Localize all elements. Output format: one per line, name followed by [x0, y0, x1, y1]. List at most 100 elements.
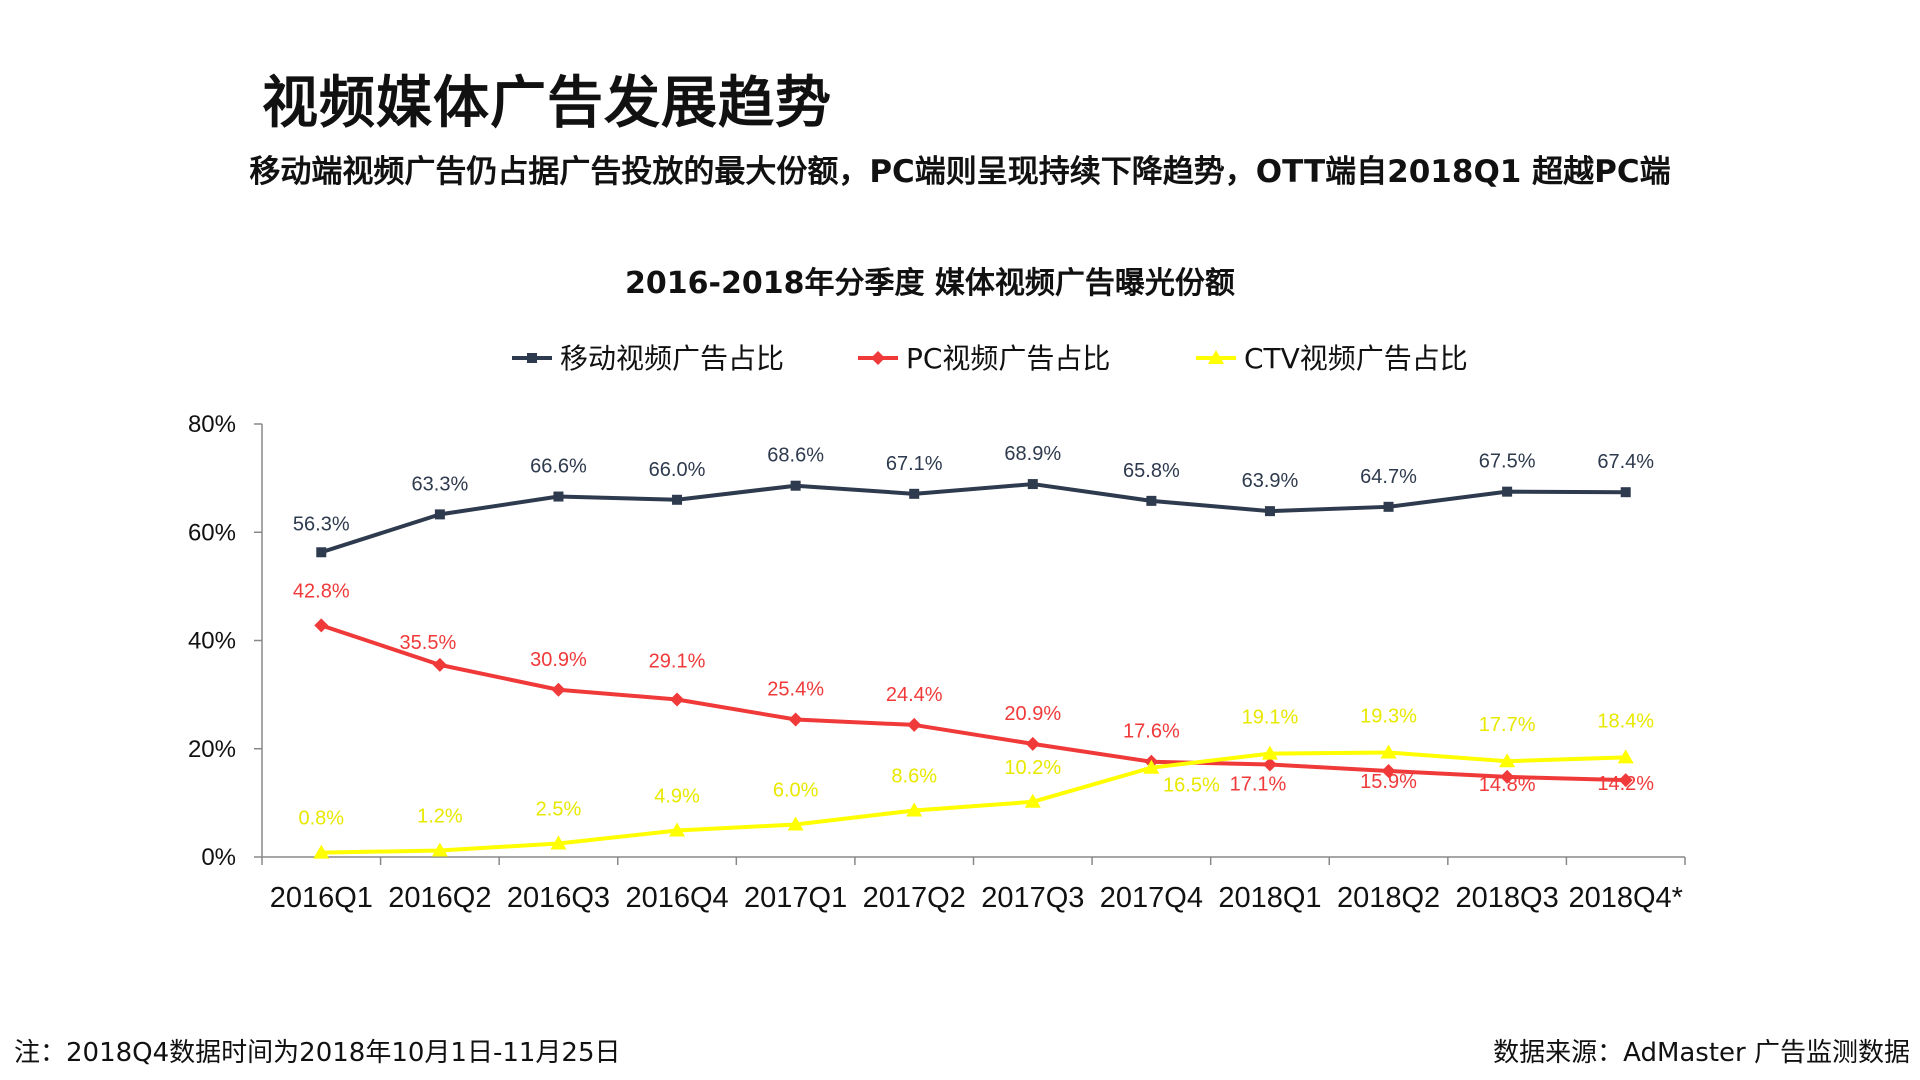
data-label: 18.4%: [1597, 710, 1654, 732]
legend-marker: [1208, 350, 1224, 364]
y-tick-label: 20%: [188, 736, 236, 763]
data-label: 68.6%: [767, 445, 824, 467]
legend-label: 移动视频广告占比: [560, 342, 784, 375]
data-label: 17.1%: [1230, 773, 1287, 795]
data-label: 67.1%: [886, 453, 943, 475]
data-point: [672, 494, 683, 505]
data-label: 67.5%: [1479, 451, 1536, 473]
data-point: [553, 491, 564, 502]
data-source: 数据来源：AdMaster 广告监测数据: [1493, 1038, 1910, 1068]
series-1: 42.8% 35.5% 30.9% 29.1% 25.4% 24.4% 20.9% 17.6%…: [293, 580, 1654, 796]
page-subtitle: 移动端视频广告仍占据广告投放的最大份额，PC端则呈现持续下降趋势，OTT端自20…: [249, 154, 1671, 190]
data-point: [670, 692, 685, 707]
legend-item-1: PC视频广告占比: [858, 342, 1110, 375]
x-tick-label: 2018Q3: [1456, 882, 1559, 914]
data-label: 6.0%: [773, 780, 819, 802]
data-label: 63.3%: [412, 473, 469, 495]
data-point: [432, 657, 447, 672]
data-point: [787, 816, 804, 831]
y-tick-label: 40%: [188, 628, 236, 655]
data-label: 30.9%: [530, 649, 587, 671]
data-label: 14.8%: [1479, 774, 1536, 796]
y-tick-label: 0%: [201, 844, 236, 871]
x-tick-label: 2016Q1: [270, 882, 373, 914]
data-label: 35.5%: [400, 632, 457, 654]
data-point: [1381, 763, 1396, 778]
data-point: [1146, 495, 1157, 506]
data-point: [790, 480, 801, 491]
footnote: 注：2018Q4数据时间为2018年10月1日-11月25日: [14, 1038, 621, 1068]
x-tick-label: 2016Q2: [388, 882, 491, 914]
data-label: 56.3%: [293, 513, 350, 535]
x-tick-label: 2016Q4: [625, 882, 728, 914]
legend-label: PC视频广告占比: [906, 342, 1110, 375]
y-tick-label: 80%: [188, 411, 236, 438]
data-point: [1261, 745, 1278, 760]
data-label: 15.9%: [1360, 771, 1417, 793]
data-label: 66.6%: [530, 456, 587, 478]
chart-title: 2016-2018年分季度 媒体视频广告曝光份额: [625, 266, 1235, 301]
legend-item-2: CTV视频广告占比: [1196, 342, 1468, 375]
data-label: 63.9%: [1242, 470, 1299, 492]
data-point: [314, 618, 329, 633]
data-label: 65.8%: [1123, 460, 1180, 482]
y-tick-label: 60%: [188, 519, 236, 546]
data-point: [788, 712, 803, 727]
page-title: 视频媒体广告发展趋势: [262, 71, 832, 136]
data-point: [1618, 773, 1633, 788]
data-point: [1383, 501, 1394, 512]
x-tick-label: 2018Q1: [1218, 882, 1321, 914]
data-label: 67.4%: [1597, 451, 1654, 473]
data-label: 4.9%: [654, 785, 700, 807]
data-label: 24.4%: [886, 684, 943, 706]
chart-legend: 移动视频广告占比 PC视频广告占比 CTV视频广告占比: [512, 342, 1468, 375]
chart-axes: 0% 20% 40% 60% 80% 2016Q1 2016Q2 2016Q3 2016Q4 20…: [188, 411, 1686, 914]
x-tick-label: 2017Q2: [863, 882, 966, 914]
data-label: 17.7%: [1479, 714, 1536, 736]
x-tick-label: 2018Q4*: [1568, 882, 1683, 914]
data-label: 14.2%: [1597, 773, 1654, 795]
data-point: [669, 822, 686, 837]
data-point: [1500, 769, 1515, 784]
series-line: [320, 482, 1626, 555]
data-point: [1025, 736, 1040, 751]
data-point: [1502, 486, 1513, 497]
data-label: 2.5%: [536, 798, 582, 820]
data-point: [906, 802, 923, 817]
x-tick-label: 2016Q3: [507, 882, 610, 914]
chart-series: 56.3% 63.3% 66.6% 66.0% 68.6% 67.1% 68.9% 65.8%…: [293, 443, 1654, 859]
legend-label: CTV视频广告占比: [1244, 342, 1468, 375]
legend-item-0: 移动视频广告占比: [512, 342, 784, 375]
data-point: [550, 835, 567, 850]
series-2: 0.8% 1.2% 2.5% 4.9% 6.0% 8.6% 10.2% 16.5% 19.1% 1…: [298, 706, 1654, 859]
data-label: 0.8%: [298, 808, 344, 830]
series-line: [320, 623, 1626, 783]
data-point: [1024, 793, 1041, 808]
data-label: 17.6%: [1123, 721, 1180, 743]
data-point: [907, 717, 922, 732]
x-tick-label: 2017Q1: [744, 882, 847, 914]
legend-marker: [527, 353, 537, 363]
data-label: 1.2%: [417, 806, 463, 828]
data-label: 8.6%: [891, 765, 937, 787]
data-label: 29.1%: [649, 650, 706, 672]
x-tick-label: 2018Q2: [1337, 882, 1440, 914]
data-point: [313, 844, 330, 859]
data-point: [1380, 744, 1397, 759]
data-label: 20.9%: [1004, 703, 1061, 725]
x-tick-label: 2017Q4: [1100, 882, 1203, 914]
x-tick-label: 2017Q3: [981, 882, 1084, 914]
data-label: 42.8%: [293, 580, 350, 602]
data-label: 66.0%: [649, 459, 706, 481]
data-point: [1264, 506, 1275, 517]
data-point: [1499, 753, 1516, 768]
data-point: [434, 509, 445, 520]
series-0: 56.3% 63.3% 66.6% 66.0% 68.6% 67.1% 68.9% 65.8%…: [293, 443, 1654, 558]
data-point: [1620, 487, 1631, 498]
data-point: [909, 488, 920, 499]
data-label: 10.2%: [1004, 757, 1061, 779]
data-point: [431, 842, 448, 857]
data-label: 64.7%: [1360, 466, 1417, 488]
data-label: 19.1%: [1242, 707, 1299, 729]
legend-marker: [871, 351, 885, 365]
